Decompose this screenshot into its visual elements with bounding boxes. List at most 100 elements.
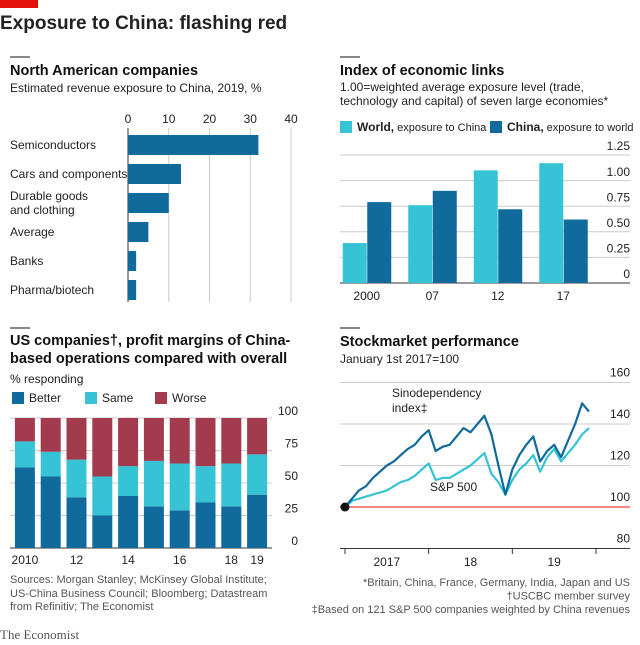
bar [118,466,139,496]
legend-swatch [12,392,24,404]
bar [169,510,190,548]
chart-title: US companies†, profit margins of China-b… [10,333,291,370]
bar [66,497,87,548]
legend-swatch [85,392,97,404]
bar [498,209,523,283]
bar [14,418,35,442]
start-point [340,502,350,512]
chart-title: Index of economic links [340,63,504,79]
category-label: Durable goods and clothing [10,189,89,217]
bar [118,418,139,467]
legend-description: exposure to world [547,122,634,134]
series-label: Sinodependency index‡ [392,386,482,415]
footnote: †USCBC member survey [507,590,631,602]
category-label: Cars and components [10,167,128,181]
category-label: Pharma/biotech [10,283,95,297]
legend-swatch [490,121,502,133]
x-tick-label: 14 [121,553,135,567]
y-tick-label: 100 [278,404,298,418]
legend-label: Same [102,391,134,405]
y-tick-label: 1.25 [607,139,631,153]
bar [221,463,242,507]
chart-subtitle: Estimated revenue exposure to China, 201… [10,81,262,95]
bar [195,502,216,548]
bar [66,418,87,460]
legend-label: Worse [172,391,207,405]
chart-title: Stockmarket performance [340,334,519,350]
footnote: ‡Based on 121 S&P 500 companies weighted… [312,604,631,616]
y-tick-label: 80 [617,532,631,546]
category-label-box: Durable goods and clothing [10,189,89,217]
category-label-box: Cars and components [10,167,128,181]
line [344,402,590,508]
bar [143,460,164,507]
x-tick-label: 2010 [12,553,39,567]
category-label-box: Banks [10,254,44,268]
bar [247,494,268,548]
bar [408,205,433,283]
series-label: S&P 500 [430,480,478,494]
x-tick-label: 19 [547,555,561,569]
brand-tag [0,0,38,8]
legend-name: World, [357,120,394,134]
bar [40,418,61,452]
bar [92,418,113,477]
bar [247,454,268,495]
legend-label: China, exposure to world [507,120,634,134]
category-label: Semiconductors [10,138,97,152]
x-tick-label: 30 [244,112,258,126]
y-tick-label: 0.75 [607,190,631,204]
bar [432,190,457,283]
bar [169,463,190,511]
category-label: Banks [10,254,44,268]
bar [169,418,190,464]
y-tick-label: 160 [610,366,630,380]
y-tick-label: 25 [285,502,299,516]
bar [342,243,367,283]
series-label-box: S&P 500 [430,480,478,494]
bar [128,193,169,213]
bar [563,219,588,283]
line [344,427,590,508]
y-tick-label: 140 [610,407,630,421]
category-label-box: Semiconductors [10,138,97,152]
bar [92,515,113,548]
bar [92,476,113,516]
x-tick-label: 12 [491,289,505,303]
category-label: Average [10,225,55,239]
legend-swatch [340,121,352,133]
x-tick-label: 19 [250,553,264,567]
category-label-box: Pharma/biotech [10,283,95,297]
bar [367,202,392,283]
bar [143,506,164,548]
y-tick-label: 0 [623,267,630,281]
bar [14,441,35,468]
category-label-box: Average [10,225,55,239]
bar [247,418,268,455]
y-tick-label: 50 [285,469,299,483]
bar [195,418,216,467]
bar [128,280,137,300]
legend-description: exposure to China [397,122,487,134]
x-tick-label: 0 [125,112,132,126]
bar [66,459,87,498]
bar [221,506,242,548]
y-tick-label: 1.00 [607,165,631,179]
bar [195,466,216,503]
x-tick-label: 20 [203,112,217,126]
legend-label: World, exposure to China [357,120,487,134]
x-tick-label: 18 [225,553,239,567]
x-tick-label: 2017 [373,555,400,569]
x-tick-label: 17 [557,289,571,303]
bar [221,418,242,464]
bar [143,418,164,461]
x-tick-label: 40 [284,112,298,126]
bar [40,451,61,477]
sources-box: Sources: Morgan Stanley; McKinsey Global… [10,574,267,613]
series-label-box: Sinodependency index‡ [392,386,482,415]
chart-subtitle: January 1st 2017=100 [340,352,459,366]
bar [14,467,35,548]
bar [40,476,61,548]
x-tick-label: 16 [173,553,187,567]
